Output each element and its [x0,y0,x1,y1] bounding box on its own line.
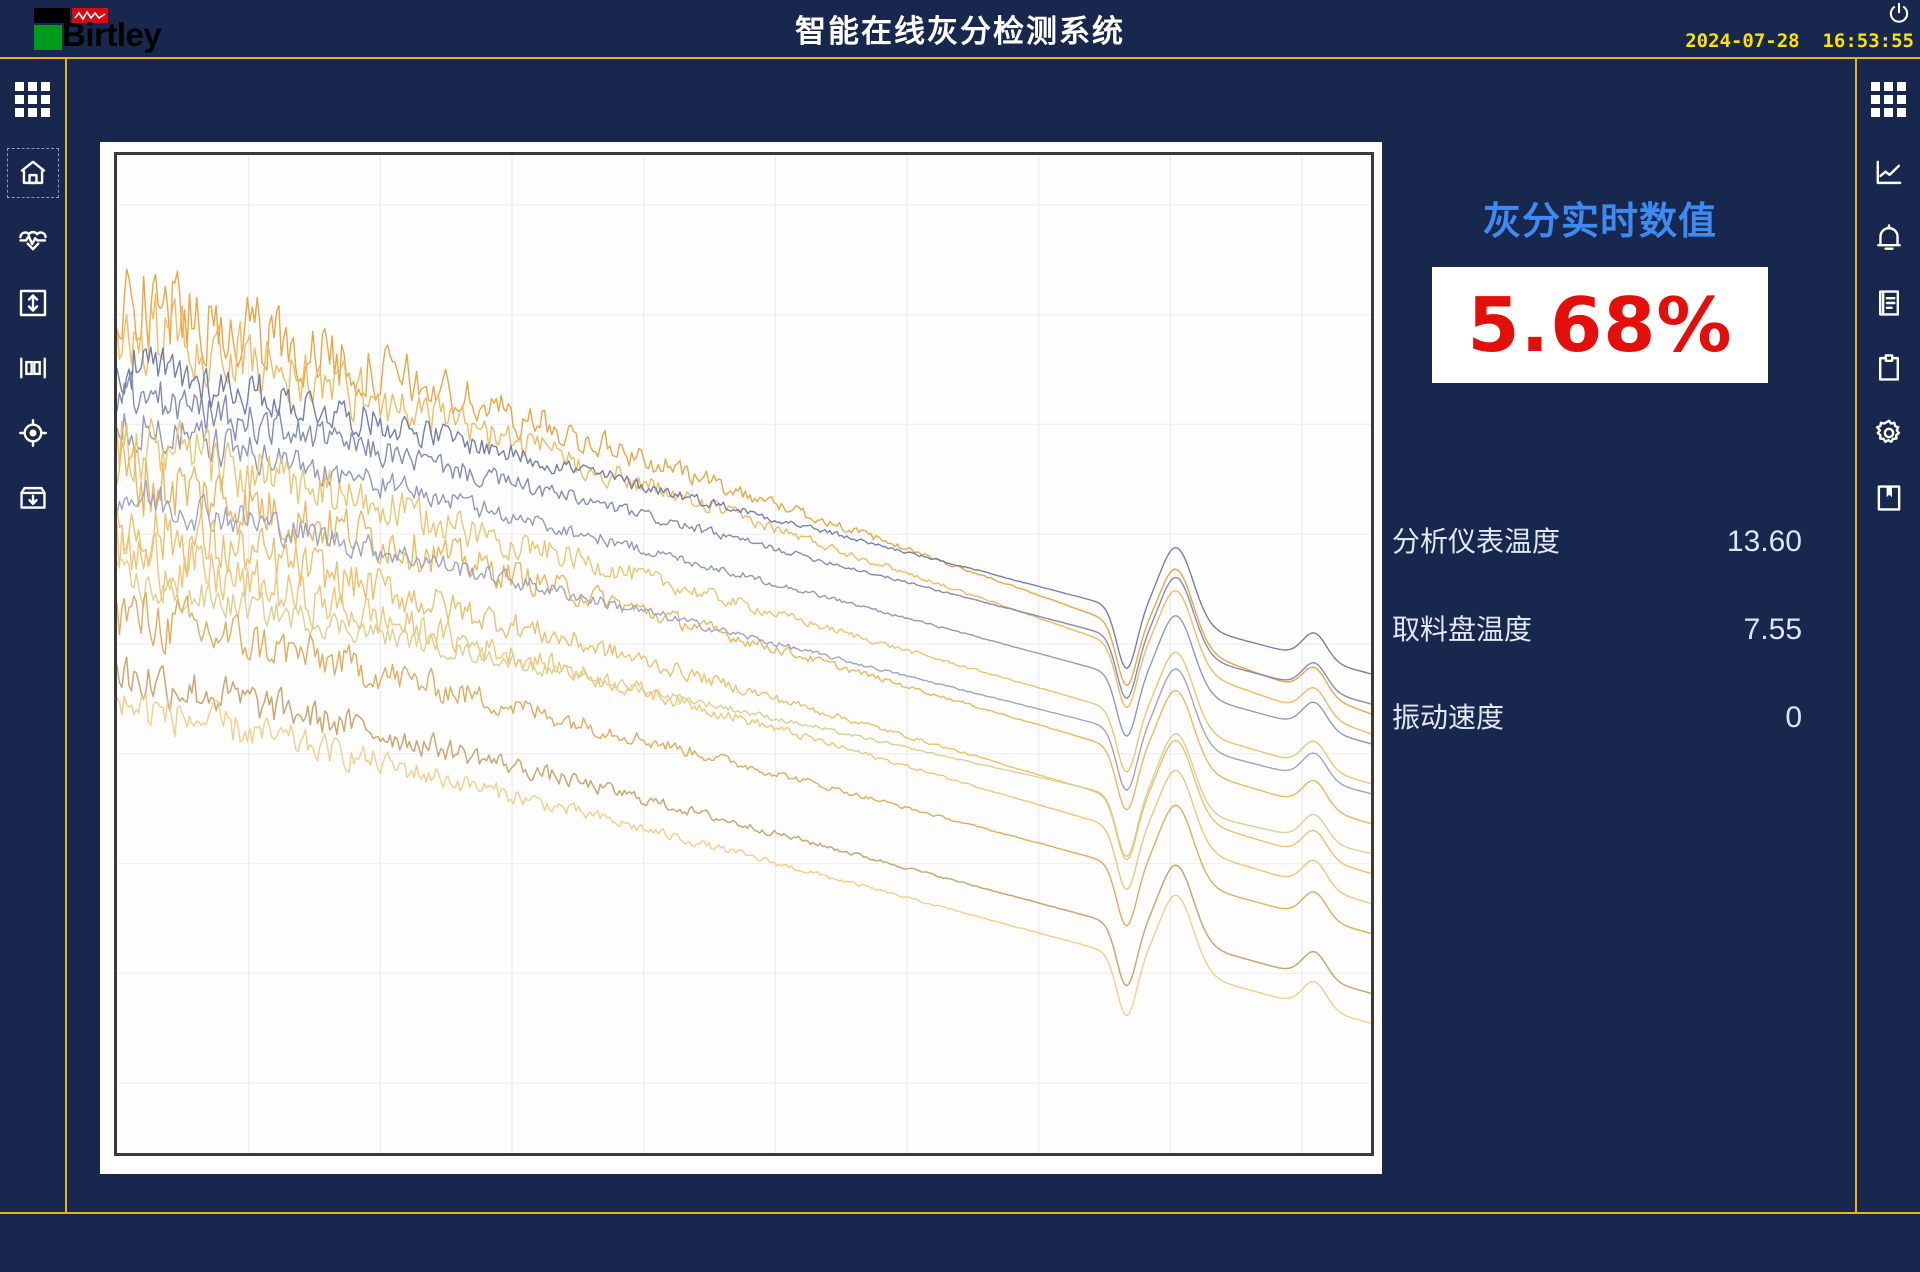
power-icon[interactable] [1886,1,1912,27]
right-sidebar [1857,59,1920,1212]
chart-series-trace-12 [117,591,1371,935]
pulse-icon [17,222,49,254]
download-box-icon [17,482,49,514]
chart-series-trace-5 [117,413,1371,745]
line-chart-icon [1873,157,1905,189]
footer-divider [0,1212,1920,1214]
brand-name: Birtley [62,16,162,53]
sidebar-item-export[interactable] [6,472,60,524]
sidebar-item-calibrate[interactable] [6,277,60,329]
metric-label: 分析仪表温度 [1392,525,1561,558]
chart-series-trace-2 [117,293,1371,735]
page-title: 智能在线灰分检测系统 [795,14,1125,50]
sidebar-item-apps[interactable] [1862,73,1916,125]
clipboard-icon [1873,352,1905,384]
sidebar-item-apps[interactable] [6,73,60,125]
sidebar-item-home[interactable] [6,147,60,199]
chart-series-trace-13 [117,656,1371,995]
sidebar-item-manual[interactable] [1862,472,1916,524]
metrics-list: 分析仪表温度 13.60 取料盘温度 7.55 振动速度 0 [1392,520,1802,784]
grid-icon [1871,81,1906,117]
metric-value: 0 [1785,701,1802,734]
chart-series-trace-8 [117,479,1371,795]
clock-display: 2024-07-28 16:53:55 [1685,30,1914,52]
sidebar-item-monitor[interactable] [6,212,60,264]
spectrum-chart-panel [100,142,1382,1174]
sidebar-item-alarms[interactable] [1862,212,1916,264]
sidebar-item-trends[interactable] [1862,147,1916,199]
metric-label: 取料盘温度 [1392,613,1533,646]
metric-label: 振动速度 [1392,701,1505,734]
metric-row: 振动速度 0 [1392,696,1802,784]
document-icon [1873,287,1905,319]
spectrum-chart-svg [117,155,1371,1153]
gear-icon [1873,417,1905,449]
vertical-arrows-icon [17,287,49,319]
header-divider [0,57,1920,59]
chart-series-trace-14 [117,693,1371,1024]
target-icon [17,417,49,449]
spectrum-chart[interactable] [114,152,1374,1156]
home-icon [17,157,49,189]
histogram-icon [17,352,49,384]
brand-logo: Birtley [18,4,162,53]
metric-row: 分析仪表温度 13.60 [1392,520,1802,608]
chart-series-trace-9 [117,509,1371,875]
right-sidebar-divider [1855,57,1857,1214]
grid-icon [15,81,50,117]
logo-black-block [34,8,70,23]
ash-value-box: 5.68% [1432,267,1768,383]
chart-series-trace-4 [117,370,1371,705]
sidebar-item-records[interactable] [1862,342,1916,394]
chart-series-trace-3 [117,346,1371,675]
sidebar-item-target[interactable] [6,407,60,459]
app-header: Birtley 智能在线灰分检测系统 2024-07-28 16:53:55 [0,0,1920,57]
sidebar-item-spectrum[interactable] [6,342,60,394]
book-icon [1873,482,1905,514]
logo-green-block [34,25,62,50]
logo-red-waveform-block [72,8,108,23]
chart-series-trace-11 [117,558,1371,858]
ash-readout-title: 灰分实时数值 [1482,199,1717,243]
chart-series-trace-6 [117,417,1371,785]
sidebar-item-reports[interactable] [1862,277,1916,329]
left-sidebar [0,59,65,1212]
left-sidebar-divider [65,57,67,1214]
ash-value: 5.68% [1467,280,1733,369]
sidebar-item-settings[interactable] [1862,407,1916,459]
chart-series-trace-1 [117,268,1371,715]
chart-series-trace-10 [117,523,1371,905]
metric-value: 13.60 [1726,525,1802,558]
metric-row: 取料盘温度 7.55 [1392,608,1802,696]
bell-icon [1873,222,1905,254]
metric-value: 7.55 [1743,613,1802,646]
ash-readout-panel: 灰分实时数值 5.68% [1400,190,1800,383]
